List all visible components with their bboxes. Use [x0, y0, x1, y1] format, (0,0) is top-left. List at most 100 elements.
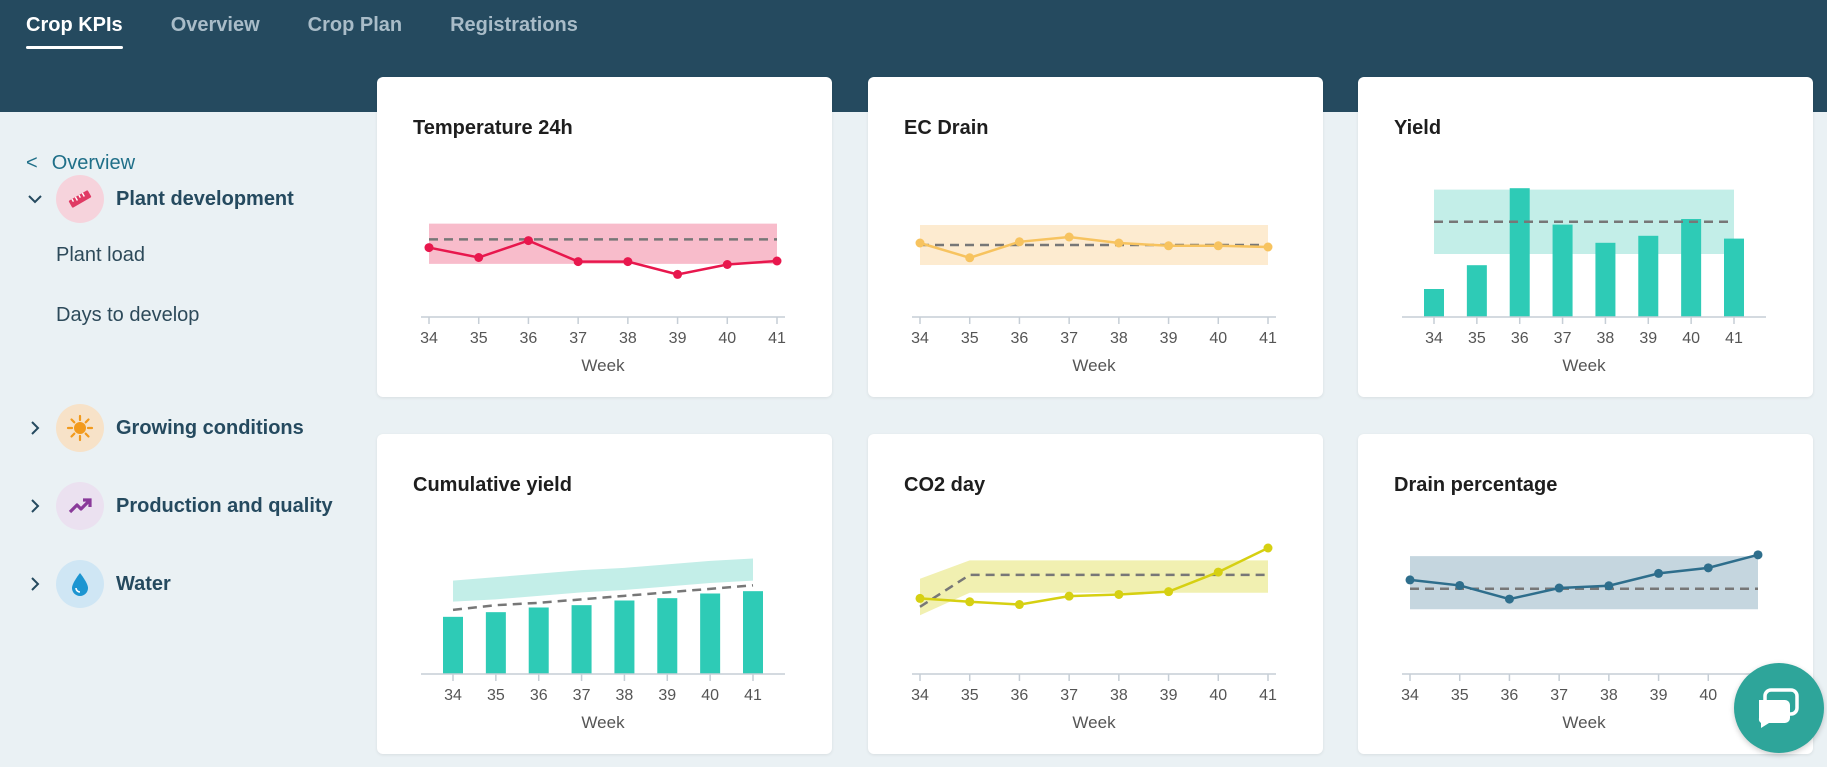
tab-registrations[interactable]: Registrations — [450, 14, 578, 36]
back-link-label: Overview — [51, 152, 136, 174]
sidebar-group-label: Water — [116, 572, 171, 595]
series-line — [919, 546, 1269, 606]
series-line — [919, 235, 1269, 260]
x-tick-label: 41 — [1259, 687, 1277, 704]
sidebar-group-production-and-quality[interactable]: Production and quality — [24, 482, 333, 530]
trend-up-icon — [56, 482, 104, 530]
data-point — [673, 269, 683, 279]
bar — [571, 605, 592, 674]
x-tick-label: 37 — [1060, 330, 1078, 347]
bar — [1552, 224, 1573, 317]
back-chevron-icon: < — [26, 152, 38, 174]
data-point — [1064, 232, 1074, 242]
x-tick-label: 41 — [1725, 330, 1743, 347]
target-line — [452, 584, 754, 612]
data-point — [1263, 543, 1273, 553]
x-tick-label: 36 — [1501, 687, 1519, 704]
kpi-card-yield[interactable]: Yield 34 35 36 37 38 39 40 41 Week — [1358, 77, 1813, 397]
data-point — [1753, 550, 1763, 560]
x-tick-label: 40 — [1699, 687, 1717, 704]
yield-chart: 34 35 36 37 38 39 40 41 Week — [1402, 188, 1766, 375]
x-tick-label: 41 — [1259, 330, 1277, 347]
chat-button[interactable] — [1734, 663, 1824, 753]
kpi-card-co2-day[interactable]: CO2 day 34 35 36 37 38 39 40 41 Week — [868, 434, 1323, 754]
x-tick-label: 35 — [1468, 330, 1486, 347]
cumulative-yield-chart: 34 35 36 37 38 39 40 41 Week — [421, 558, 785, 732]
data-point — [1064, 591, 1074, 601]
data-point — [1213, 567, 1223, 577]
data-point — [722, 260, 732, 269]
sidebar-item-days-to-develop[interactable]: Days to develop — [56, 304, 200, 326]
water-drop-icon — [56, 560, 104, 608]
bar — [1638, 235, 1659, 317]
ruler-icon — [56, 175, 104, 223]
data-point — [1554, 583, 1564, 593]
sidebar-group-label: Plant development — [116, 187, 294, 210]
card-title: CO2 day — [904, 474, 986, 496]
sun-icon — [56, 404, 104, 452]
data-point — [1455, 580, 1465, 590]
x-tick-label: 34 — [1425, 330, 1443, 347]
card-title: Cumulative yield — [413, 474, 572, 496]
bar — [1509, 188, 1530, 317]
x-tick-label: 37 — [1550, 687, 1568, 704]
tab-crop-kpis[interactable]: Crop KPIs — [26, 14, 123, 49]
bar — [743, 591, 763, 674]
sidebar-group-water[interactable]: Water — [24, 560, 171, 608]
data-point — [1654, 568, 1664, 578]
x-tick-label: 39 — [669, 330, 687, 347]
data-point — [1014, 600, 1024, 610]
x-tick-label: 34 — [420, 330, 438, 347]
x-tick-label: 40 — [718, 330, 736, 347]
bar — [1595, 242, 1616, 317]
bar — [1724, 238, 1744, 317]
card-title: Drain percentage — [1394, 474, 1558, 496]
x-axis-label: Week — [1072, 356, 1116, 375]
x-tick-label: 35 — [961, 330, 979, 347]
chevron-right-icon — [24, 495, 46, 517]
data-point — [424, 243, 434, 253]
ec-drain-chart: 34 35 36 37 38 39 40 41 Week — [911, 225, 1277, 375]
data-point — [1114, 589, 1124, 599]
x-axis-label: Week — [1562, 713, 1606, 732]
bar — [700, 593, 721, 674]
bar — [614, 600, 635, 674]
data-point — [772, 256, 782, 266]
kpi-card-cumulative-yield[interactable]: Cumulative yield 34 35 36 37 38 39 40 41 Week — [377, 434, 832, 754]
bar — [528, 607, 549, 674]
data-point — [573, 257, 583, 267]
tab-crop-plan[interactable]: Crop Plan — [307, 14, 403, 36]
kpi-card-ec-drain[interactable]: EC Drain 34 35 36 37 38 39 40 41 Week — [868, 77, 1323, 397]
kpi-card-temperature-24h[interactable]: Temperature 24h 34 35 36 37 38 39 40 41 Week — [377, 77, 832, 397]
card-title: EC Drain — [904, 117, 989, 139]
data-point — [965, 253, 975, 263]
x-tick-label: 41 — [768, 330, 786, 347]
sidebar-group-growing-conditions[interactable]: Growing conditions — [24, 404, 304, 452]
bar — [657, 598, 678, 674]
sidebar-item-plant-load[interactable]: Plant load — [56, 244, 145, 266]
x-tick-label: 35 — [470, 330, 488, 347]
tab-overview[interactable]: Overview — [170, 14, 260, 36]
data-point — [915, 238, 925, 248]
bar — [1681, 219, 1702, 317]
x-axis-label: Week — [1562, 356, 1606, 375]
sidebar-group-plant-development[interactable]: Plant development — [24, 175, 294, 223]
x-tick-label: 38 — [1110, 687, 1128, 704]
co2-day-chart: 34 35 36 37 38 39 40 41 Week — [911, 543, 1277, 732]
chevron-right-icon — [24, 417, 46, 439]
x-tick-label: 37 — [573, 687, 591, 704]
x-tick-label: 34 — [911, 330, 929, 347]
x-tick-label: 38 — [619, 330, 637, 347]
sidebar: < Overview Plant development Plant load … — [0, 112, 360, 767]
card-title: Temperature 24h — [413, 117, 573, 139]
x-tick-label: 38 — [1600, 687, 1618, 704]
x-tick-label: 35 — [487, 687, 505, 704]
x-axis-label: Week — [581, 713, 625, 732]
data-point — [1703, 563, 1713, 573]
x-tick-label: 34 — [911, 687, 929, 704]
card-title: Yield — [1394, 117, 1442, 139]
x-tick-label: 37 — [1060, 687, 1078, 704]
back-to-overview-link[interactable]: < Overview — [26, 152, 135, 175]
bar — [1466, 265, 1487, 317]
